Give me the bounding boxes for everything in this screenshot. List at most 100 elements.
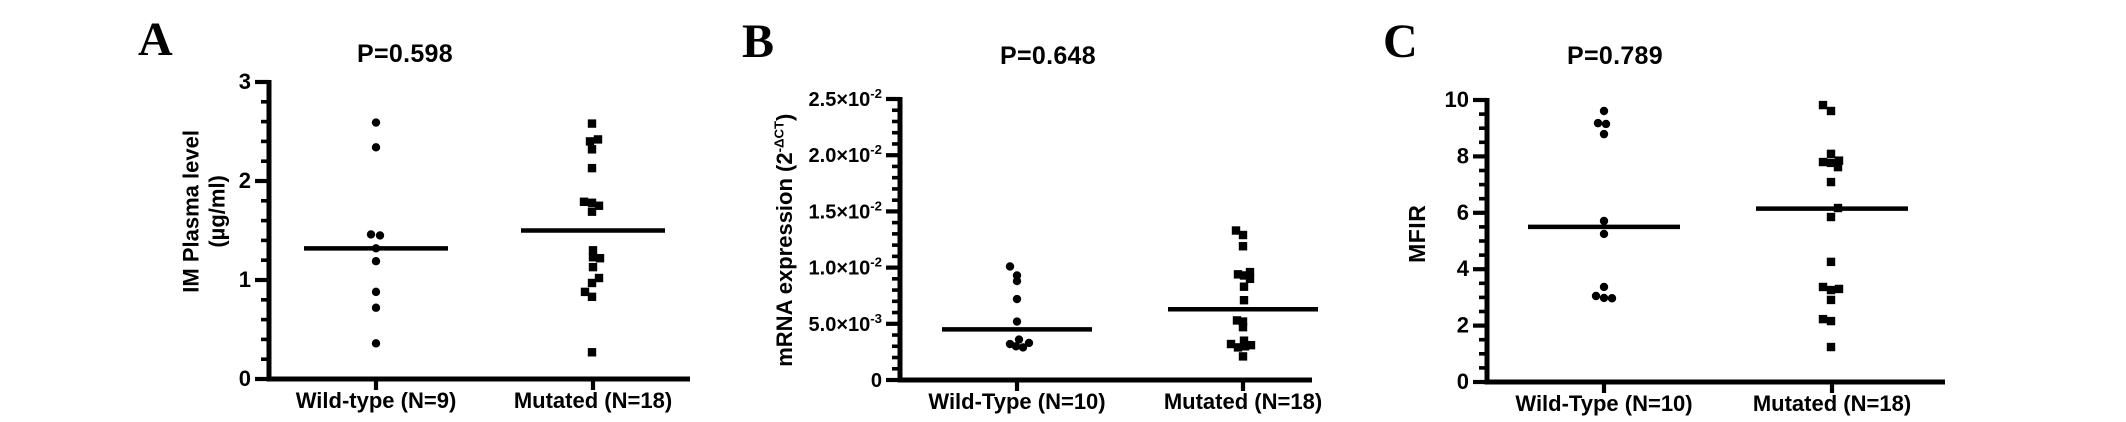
data-point xyxy=(371,143,381,152)
panel-a-y-axis-label: IM Plasma level (µg/ml) xyxy=(179,61,232,361)
data-point xyxy=(1012,317,1022,326)
data-point xyxy=(1238,317,1248,326)
data-point xyxy=(1599,129,1609,139)
data-point xyxy=(1826,212,1836,222)
data-point xyxy=(1601,119,1611,129)
data-point xyxy=(587,119,597,128)
x-group-label: Wild-Type (N=10) xyxy=(1515,391,1692,416)
panel-b-y-axis-label-superscript: -ΔCT xyxy=(771,120,787,153)
data-point xyxy=(1024,338,1034,348)
data-point xyxy=(1834,156,1844,165)
data-point xyxy=(1245,274,1255,284)
y-tick-label: 5.0×10-3 xyxy=(809,311,882,336)
y-tick-label: 3 xyxy=(239,69,251,94)
panel-b-y-axis-label-text: mRNA expression (2 xyxy=(771,152,797,367)
data-point xyxy=(1238,242,1248,251)
y-tick-label: 6 xyxy=(1457,200,1469,225)
y-tick-label: 10 xyxy=(1445,87,1469,112)
data-point xyxy=(1246,340,1256,350)
panel-c-letter: C xyxy=(1383,15,1418,68)
panel-a-y-axis-label-line1: IM Plasma level xyxy=(178,130,204,293)
data-point xyxy=(588,253,598,262)
data-point xyxy=(1245,267,1255,277)
data-point xyxy=(1826,316,1836,326)
data-point xyxy=(371,256,381,266)
data-point xyxy=(1818,100,1828,110)
x-group-label: Mutated (N=18) xyxy=(514,388,672,413)
data-point xyxy=(587,207,597,216)
data-point xyxy=(1607,294,1617,303)
data-point xyxy=(594,201,604,210)
panel-c-y-axis-label: MFIR xyxy=(1404,204,1431,263)
data-point xyxy=(587,278,597,288)
data-point xyxy=(1599,216,1609,226)
panel-b-letter: B xyxy=(742,15,775,68)
data-point xyxy=(1233,343,1243,352)
y-tick-label: 1.0×10-2 xyxy=(809,255,882,280)
panel-b-chart: 0 5.0×10-3 1.0×10-2 1.5×10-2 2.0×10-2 2.5×10-… xyxy=(809,86,1323,414)
data-point xyxy=(585,137,595,146)
y-tick-label: 0 xyxy=(239,366,251,391)
data-point xyxy=(587,163,597,173)
data-point xyxy=(371,244,381,253)
data-point xyxy=(1014,335,1024,344)
y-tick-label: 1.5×10-2 xyxy=(809,198,882,223)
data-point xyxy=(580,287,590,297)
y-tick-label: 4 xyxy=(1457,256,1470,281)
data-point xyxy=(1826,342,1836,352)
data-point xyxy=(375,231,385,240)
panel-c-title: P=0.789 xyxy=(1567,42,1663,70)
data-point xyxy=(1233,270,1243,279)
data-point xyxy=(1239,295,1249,305)
data-point xyxy=(595,254,605,263)
data-point xyxy=(587,145,597,154)
data-point xyxy=(1599,229,1609,239)
data-point xyxy=(1012,294,1022,304)
data-point xyxy=(1591,291,1601,301)
panel-b-title: P=0.648 xyxy=(1000,42,1096,70)
data-point xyxy=(1239,282,1249,291)
data-point xyxy=(587,348,597,357)
data-point xyxy=(1238,230,1248,240)
panel-b-y-axis-label: mRNA expression (2-ΔCT) xyxy=(771,90,798,390)
data-point xyxy=(1599,282,1609,292)
y-tick-label: 2 xyxy=(239,168,251,193)
data-point xyxy=(1599,293,1609,303)
data-point xyxy=(1833,203,1843,213)
y-tick-label: 0 xyxy=(871,370,882,392)
data-point xyxy=(1018,343,1028,352)
data-point xyxy=(1826,257,1836,267)
data-point xyxy=(1232,316,1242,325)
data-point xyxy=(1239,336,1249,345)
data-point xyxy=(1238,322,1248,332)
data-point xyxy=(366,230,376,239)
y-tick-label: 2.5×10-2 xyxy=(809,86,882,111)
data-point xyxy=(1818,314,1828,324)
data-point xyxy=(594,273,604,283)
data-point xyxy=(1012,276,1022,286)
data-point xyxy=(1826,177,1836,187)
data-point xyxy=(1826,295,1836,305)
data-point xyxy=(593,135,603,144)
data-point xyxy=(371,287,381,297)
data-point xyxy=(1240,342,1250,351)
x-group-label: Wild-Type (N=10) xyxy=(928,389,1105,414)
data-point xyxy=(1833,162,1843,172)
x-group-label: Mutated (N=18) xyxy=(1164,389,1322,414)
data-point xyxy=(1011,342,1021,351)
data-point xyxy=(587,292,597,302)
y-tick-label: 2 xyxy=(1457,313,1469,338)
data-point xyxy=(588,262,598,272)
panel-a-chart: 0 1 2 3 Wild-type (N=9) Mutated (N=18) xyxy=(239,69,690,413)
data-point xyxy=(1599,106,1609,116)
panel-a-y-axis-label-line2: (µg/ml) xyxy=(205,175,230,248)
data-point xyxy=(1818,157,1828,167)
y-tick-label: 8 xyxy=(1457,143,1469,168)
data-point xyxy=(579,197,589,206)
data-point xyxy=(1226,339,1236,349)
data-point xyxy=(588,246,598,255)
data-point xyxy=(1826,285,1836,295)
data-point xyxy=(371,339,381,348)
